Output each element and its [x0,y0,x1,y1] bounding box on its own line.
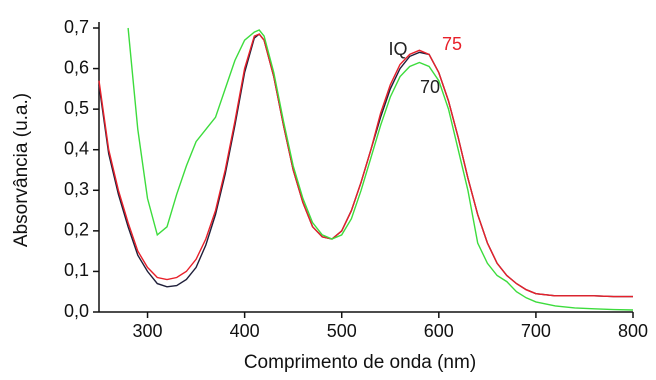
x-tick-label: 500 [327,321,357,341]
x-tick-label: 300 [133,321,163,341]
x-tick-label: 700 [521,321,551,341]
y-tick-label: 0,5 [64,98,89,118]
y-tick-label: 0,7 [64,17,89,37]
y-tick-label: 0,1 [64,260,89,280]
series-label: 75 [442,34,462,54]
x-tick-label: 600 [424,321,454,341]
series-label: IQ [388,39,407,59]
y-tick-label: 0,4 [64,138,89,158]
series-line [127,27,634,311]
y-tick-label: 0,3 [64,179,89,199]
y-tick-label: 0,6 [64,57,89,77]
series-label: 70 [420,77,440,97]
y-axis-title: Absorvância (u.a.) [11,93,32,247]
y-tick-label: 0,2 [64,220,89,240]
x-tick-label: 800 [618,321,648,341]
x-axis-title: Comprimento de onda (nm) [244,352,476,373]
x-tick-label: 400 [230,321,260,341]
series-line [98,33,633,298]
y-tick-label: 0,0 [64,301,89,321]
